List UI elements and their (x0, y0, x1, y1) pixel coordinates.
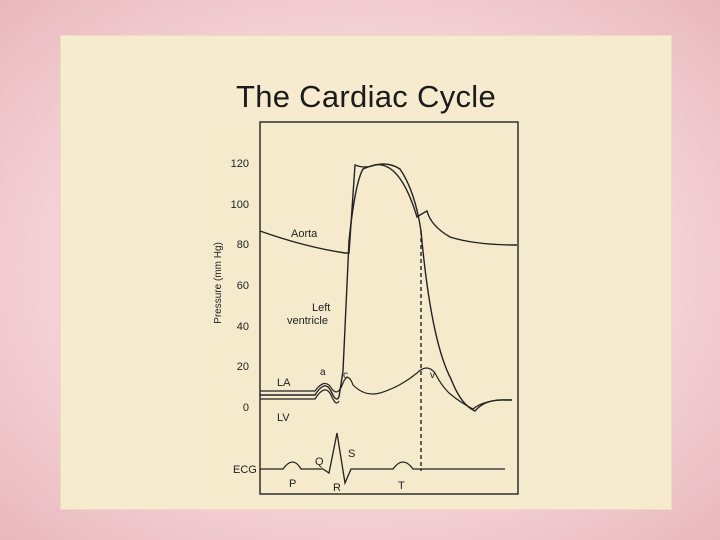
la-label: LA (277, 377, 291, 389)
slide-title: The Cardiac Cycle (235, 79, 497, 114)
plot-border (259, 121, 519, 495)
cardiac-cycle-diagram: Pressure (mm Hg) 120 100 80 60 40 20 0 (205, 121, 523, 497)
v-wave-label: v (430, 370, 435, 381)
slide-canvas: The Cardiac Cycle Pressure (mm Hg) 120 1… (60, 35, 672, 510)
y-tick-80: 80 (237, 239, 249, 251)
p-wave-label: P (289, 478, 296, 490)
r-wave-label: R (333, 482, 341, 494)
lv-label: LV (277, 412, 290, 424)
left-atrium-curve (260, 367, 513, 410)
y-tick-0: 0 (243, 402, 249, 414)
aorta-curve (259, 163, 518, 254)
y-tick-60: 60 (237, 280, 249, 292)
left-ventricle-curve (260, 163, 512, 412)
left-ventricle-label-line2: ventricle (287, 315, 328, 327)
ecg-label: ECG (233, 464, 257, 476)
a-wave-label: a (320, 367, 326, 378)
y-tick-20: 20 (237, 361, 249, 373)
ecg-trace (260, 432, 505, 486)
lv-diastolic-line (260, 389, 340, 404)
s-wave-label: S (348, 448, 355, 460)
q-wave-label: Q (315, 456, 324, 468)
cardiac-cycle-svg: Pressure (mm Hg) 120 100 80 60 40 20 0 (213, 121, 519, 495)
y-tick-100: 100 (231, 199, 249, 211)
y-tick-120: 120 (231, 158, 249, 170)
t-wave-label: T (398, 480, 405, 492)
c-wave-label: c (343, 370, 348, 381)
aorta-label: Aorta (291, 228, 318, 240)
left-ventricle-label-line1: Left (312, 302, 330, 314)
y-axis-label: Pressure (mm Hg) (213, 242, 224, 324)
y-tick-40: 40 (237, 321, 249, 333)
